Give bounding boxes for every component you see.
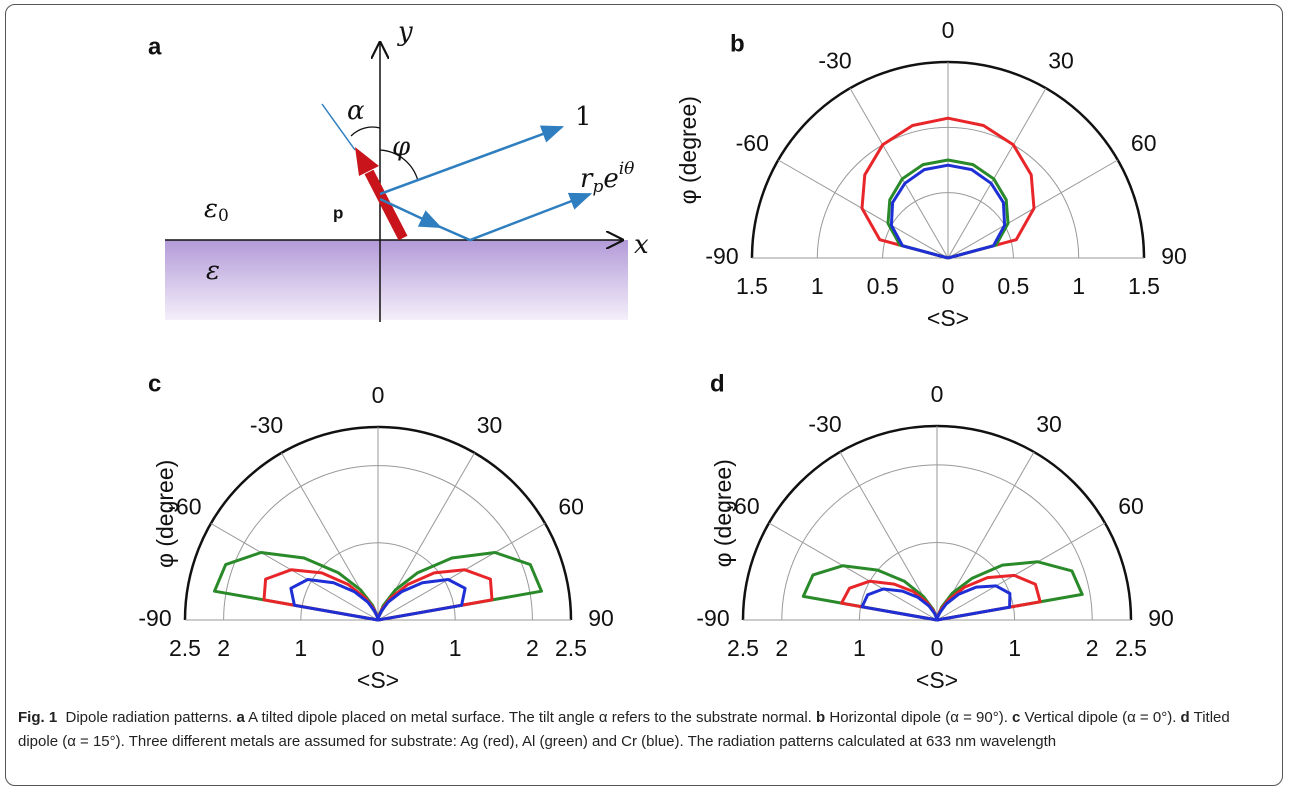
r-tick-label: 1 bbox=[811, 273, 824, 299]
r-tick-label: 0 bbox=[931, 635, 944, 661]
angle-tick-label: 90 bbox=[1148, 605, 1174, 631]
medium-bottom-label: ε bbox=[206, 256, 220, 286]
x-axis-label: x bbox=[634, 230, 649, 260]
r-tick-label: 1.5 bbox=[1128, 273, 1160, 299]
x-axis-label: <S> bbox=[357, 667, 399, 693]
angle-tick-label: 0 bbox=[931, 381, 944, 407]
angle-tick-label: 90 bbox=[588, 605, 614, 631]
pattern-curve bbox=[803, 562, 1082, 620]
dipole-label: p bbox=[333, 203, 343, 222]
caption-text: Dipole radiation patterns. bbox=[57, 709, 236, 726]
angle-tick-label: 30 bbox=[1048, 47, 1074, 73]
angle-tick-label: 60 bbox=[1118, 493, 1144, 519]
angle-tick-label: -60 bbox=[736, 130, 769, 156]
x-axis-label: <S> bbox=[927, 305, 969, 331]
reflected-ray bbox=[438, 194, 590, 240]
phi-label: φ bbox=[392, 132, 411, 162]
y-axis-label: φ (degree) bbox=[152, 460, 178, 568]
angle-tick-label: -90 bbox=[696, 605, 729, 631]
angle-tick-label: -90 bbox=[705, 243, 738, 269]
angle-tick-label: -30 bbox=[250, 412, 283, 438]
r-tick-label: 2 bbox=[775, 635, 788, 661]
y-axis-label: y bbox=[397, 17, 413, 47]
r-tick-label: 2.5 bbox=[727, 635, 759, 661]
alpha-label: α bbox=[347, 96, 365, 126]
caption-bold: b bbox=[816, 709, 825, 726]
caption-bold: a bbox=[236, 709, 244, 726]
r-tick-label: 1 bbox=[1072, 273, 1085, 299]
e: e bbox=[603, 164, 618, 194]
y-axis-label: φ (degree) bbox=[675, 96, 701, 204]
r-tick-label: 2 bbox=[1086, 635, 1099, 661]
medium-top-label: ε0 bbox=[204, 194, 229, 226]
caption: Fig. 1 Dipole radiation patterns. a A ti… bbox=[18, 706, 1268, 754]
caption-text: Vertical dipole (α = 0°). bbox=[1020, 709, 1180, 726]
dipole bbox=[369, 172, 403, 238]
r-tick-label: 2 bbox=[526, 635, 539, 661]
angle-tick-label: 90 bbox=[1161, 243, 1187, 269]
panel-letter: b bbox=[730, 30, 745, 57]
angle-tick-label: -30 bbox=[808, 411, 841, 437]
epsilon-sub: 0 bbox=[218, 206, 229, 226]
r-sub: p bbox=[592, 177, 603, 197]
caption-bold: Fig. 1 bbox=[18, 709, 57, 726]
x-axis-label: <S> bbox=[916, 667, 958, 693]
r-tick-label: 1.5 bbox=[736, 273, 768, 299]
angle-tick-label: 0 bbox=[372, 382, 385, 408]
r-tick-label: 2.5 bbox=[555, 635, 587, 661]
r-tick-label: 1 bbox=[294, 635, 307, 661]
caption-bold: d bbox=[1181, 709, 1190, 726]
diagram: a y x α φ 1 rpeiθ ε0 p ε bbox=[148, 17, 649, 322]
angle-tick-label: 30 bbox=[1036, 411, 1062, 437]
r-tick-label: 1 bbox=[449, 635, 462, 661]
r-tick-label: 0.5 bbox=[997, 273, 1029, 299]
caption-text: A tilted dipole placed on metal surface.… bbox=[245, 709, 816, 726]
dipole-head bbox=[355, 147, 379, 176]
alpha-arc bbox=[351, 127, 380, 136]
r-tick-label: 2 bbox=[217, 635, 230, 661]
panel-letter: d bbox=[710, 370, 725, 397]
caption-text: Horizontal dipole (α = 90°). bbox=[825, 709, 1012, 726]
e-sup: iθ bbox=[619, 159, 635, 179]
angle-tick-label: -90 bbox=[138, 605, 171, 631]
y-axis-label: φ (degree) bbox=[710, 459, 736, 567]
angle-tick-label: 60 bbox=[1131, 130, 1157, 156]
angle-tick-label: 0 bbox=[942, 17, 955, 43]
angle-tick-label: 30 bbox=[477, 412, 503, 438]
r-tick-label: 0 bbox=[372, 635, 385, 661]
page: a y x α φ 1 rpeiθ ε0 p ε b-90-60-3003060… bbox=[0, 0, 1290, 792]
angle-tick-label: 60 bbox=[558, 494, 584, 520]
r-tick-label: 2.5 bbox=[1115, 635, 1147, 661]
r-tick-label: 1 bbox=[1008, 635, 1021, 661]
reflected-label: rpeiθ bbox=[580, 159, 634, 197]
direct-label: 1 bbox=[575, 102, 592, 132]
panel-letter: a bbox=[148, 33, 162, 60]
substrate bbox=[165, 240, 628, 320]
figure: a y x α φ 1 rpeiθ ε0 p ε b-90-60-3003060… bbox=[0, 0, 1290, 700]
r-tick-label: 2.5 bbox=[169, 635, 201, 661]
panel-letter: c bbox=[148, 370, 161, 397]
r-tick-label: 0 bbox=[942, 273, 955, 299]
epsilon: ε bbox=[204, 194, 218, 224]
r-tick-label: 0.5 bbox=[867, 273, 899, 299]
angle-tick-label: -30 bbox=[818, 47, 851, 73]
r-tick-label: 1 bbox=[853, 635, 866, 661]
